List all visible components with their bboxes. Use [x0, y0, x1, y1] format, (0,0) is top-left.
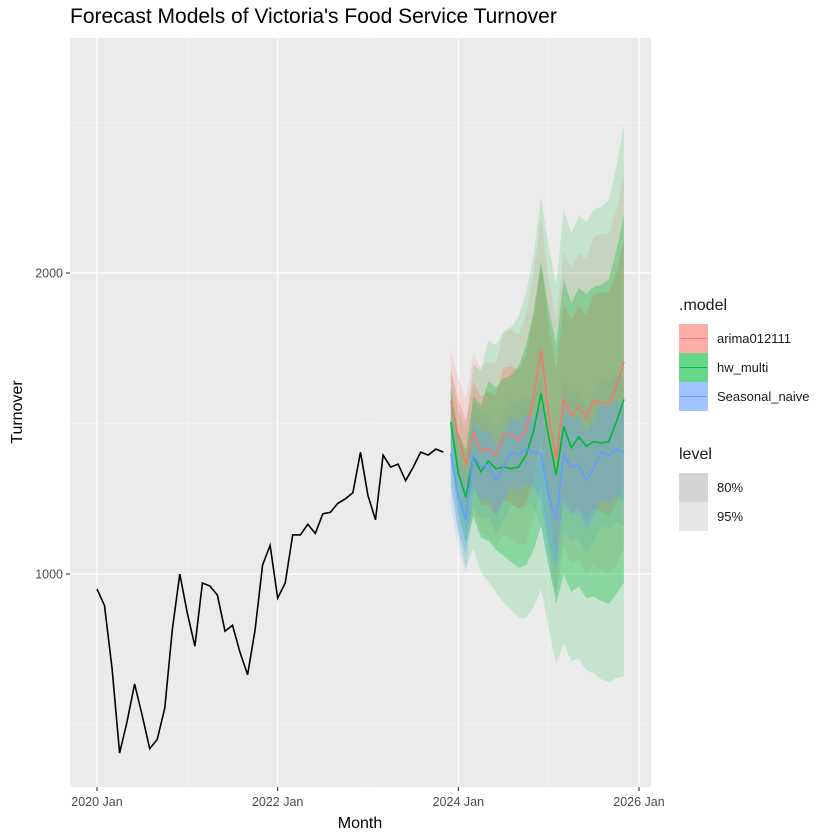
x-tick-label-0: 2020 Jan [71, 795, 122, 809]
y-tick-label-1: 2000 [35, 267, 63, 281]
forecast-line-arima012111 [450, 349, 625, 468]
legend-key-80 [679, 473, 708, 502]
band-95-1 [450, 125, 624, 683]
grid-lines [70, 38, 651, 787]
x-tick-label-2: 2024 Jan [433, 795, 484, 809]
band-80-0 [450, 239, 624, 550]
legend-label-arima: arima012111 [717, 331, 791, 346]
legend-item-arima: arima012111 [679, 324, 810, 353]
series-lines [96, 349, 625, 754]
forecast-line-hw_multi [450, 393, 625, 498]
forecast-line-Seasonal_naive [450, 448, 625, 521]
band-80-2 [450, 400, 624, 568]
level-legend: level 80% 95% [679, 446, 743, 531]
model-legend: .model arima012111 hw_multi Seasonal_nai… [679, 297, 810, 411]
legend-item-95: 95% [679, 502, 743, 531]
legend-item-80: 80% [679, 473, 743, 502]
x-axis-label: Month [338, 815, 382, 832]
chart-title: Forecast Models of Victoria's Food Servi… [70, 5, 557, 28]
legend-key-hw-multi [679, 353, 708, 382]
legend-label-95: 95% [717, 509, 744, 524]
legend-item-hw-multi: hw_multi [679, 353, 810, 382]
legend-label-seasonal-naive: Seasonal_naive [717, 389, 810, 404]
x-tick-label-1: 2022 Jan [252, 795, 303, 809]
band-95-0 [450, 175, 624, 599]
model-legend-title: .model [679, 297, 728, 314]
level-legend-title: level [679, 446, 712, 463]
legend-label-80: 80% [717, 480, 744, 495]
legend-item-seasonal-naive: Seasonal_naive [679, 382, 810, 411]
forecast-bands [450, 125, 624, 683]
plot-panel [70, 38, 651, 787]
legend-key-arima [679, 324, 708, 353]
y-tick-label-0: 1000 [35, 568, 63, 582]
y-axis-label: Turnover [9, 380, 26, 444]
legend-label-hw-multi: hw_multi [717, 360, 769, 375]
axes: 2020 Jan 2022 Jan 2024 Jan 2026 Jan 1000 2000 [35, 267, 665, 810]
x-tick-label-3: 2026 Jan [613, 795, 664, 809]
history-line [96, 448, 444, 754]
legend-key-seasonal-naive [679, 382, 708, 411]
band-95-2 [450, 375, 624, 594]
legend-key-95 [679, 502, 708, 531]
